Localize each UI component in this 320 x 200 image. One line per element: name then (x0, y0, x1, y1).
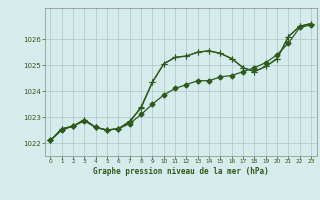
X-axis label: Graphe pression niveau de la mer (hPa): Graphe pression niveau de la mer (hPa) (93, 167, 269, 176)
